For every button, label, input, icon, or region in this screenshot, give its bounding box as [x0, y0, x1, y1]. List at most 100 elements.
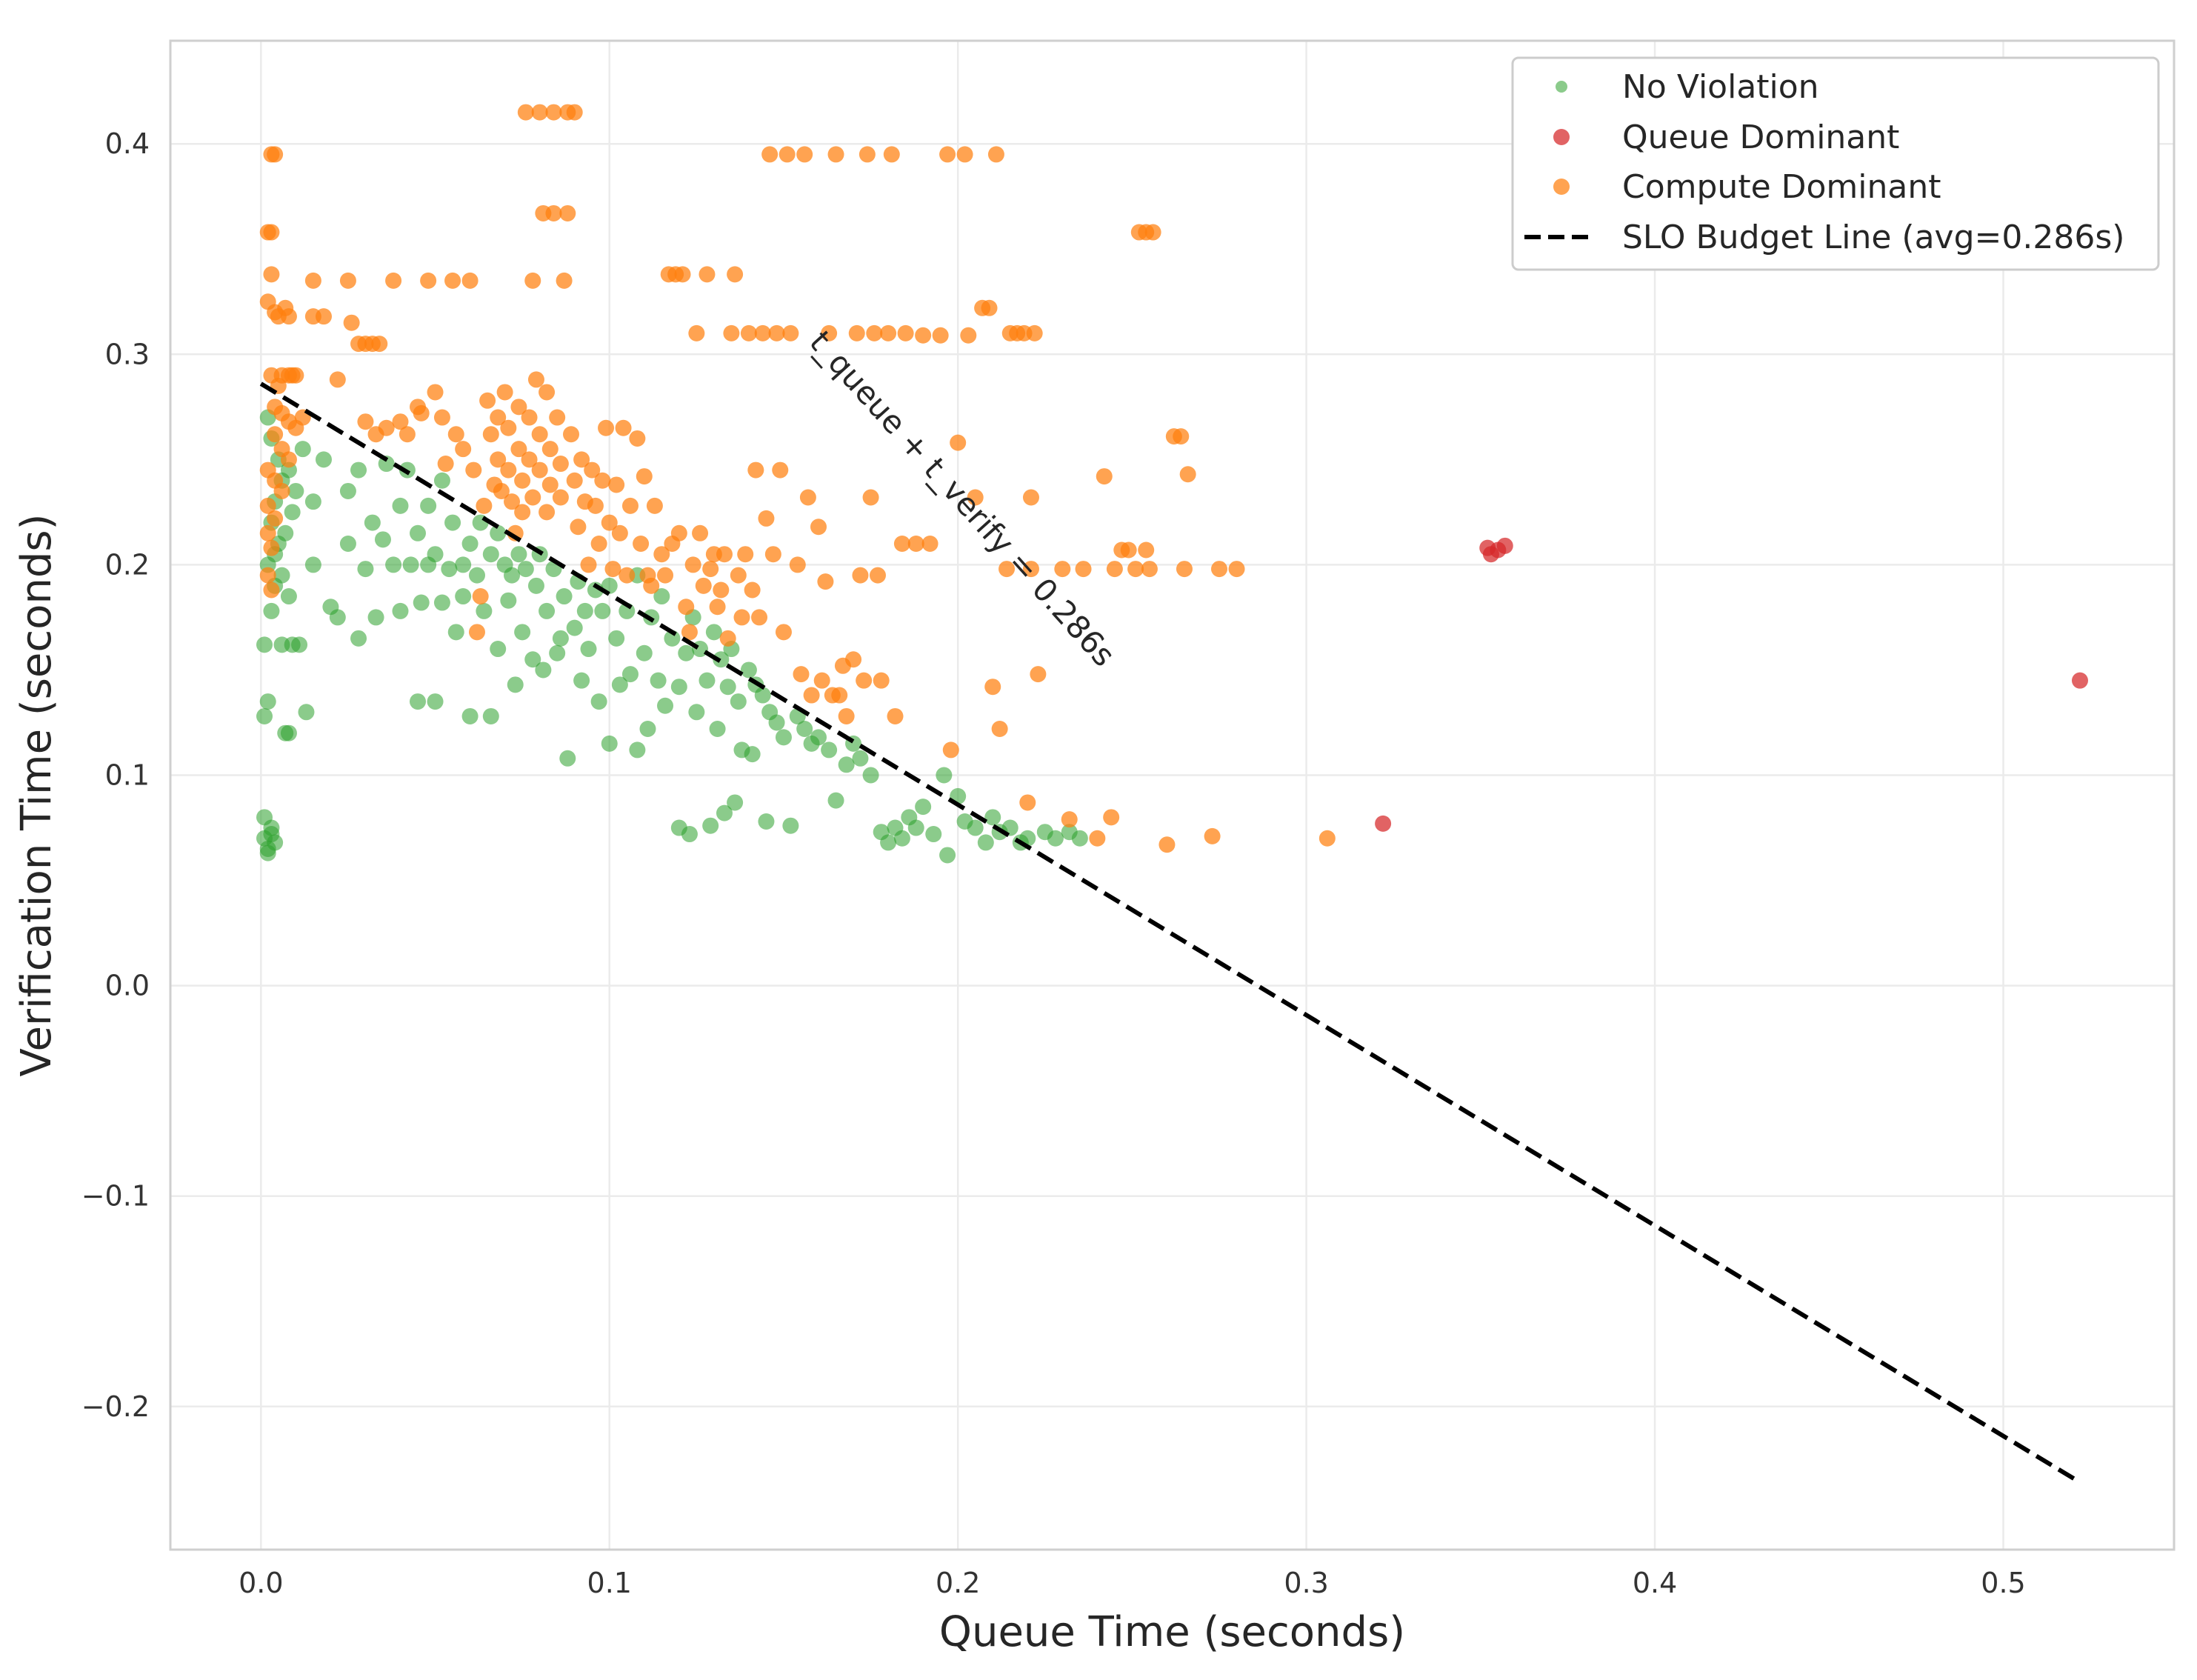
data-point — [740, 324, 757, 341]
data-point — [1071, 830, 1088, 847]
data-point — [514, 504, 531, 521]
data-point — [339, 482, 356, 499]
data-point — [782, 817, 799, 834]
data-point — [636, 468, 653, 485]
data-point — [541, 476, 559, 493]
y-tick-label: 0.1 — [105, 759, 150, 792]
data-point — [688, 704, 705, 721]
data-point — [267, 146, 284, 163]
data-point — [490, 409, 507, 426]
data-point — [482, 426, 499, 443]
data-point — [392, 413, 409, 430]
data-point — [304, 556, 321, 573]
data-point — [636, 644, 653, 661]
data-point — [1103, 809, 1120, 826]
data-point — [500, 461, 517, 479]
data-point — [723, 324, 740, 341]
data-point — [775, 624, 792, 641]
data-point — [545, 204, 562, 221]
data-point — [880, 324, 897, 341]
data-point — [873, 672, 890, 689]
data-point — [1022, 561, 1039, 578]
data-point — [1176, 561, 1193, 578]
data-point — [284, 504, 301, 521]
data-point — [263, 819, 280, 836]
data-point — [455, 556, 472, 573]
data-point — [862, 489, 879, 506]
data-point — [402, 556, 419, 573]
data-point — [517, 104, 534, 121]
data-point — [1030, 666, 1047, 683]
data-point — [447, 624, 464, 641]
data-point — [1158, 836, 1176, 853]
data-point — [556, 272, 573, 289]
data-point — [821, 741, 838, 759]
data-point — [371, 336, 388, 353]
data-point — [535, 661, 552, 679]
data-point — [521, 409, 538, 426]
data-point — [510, 399, 527, 416]
x-tick-label: 0.2 — [936, 1567, 980, 1599]
data-point — [848, 324, 865, 341]
data-point — [304, 493, 321, 510]
data-point — [427, 693, 444, 710]
data-point — [657, 567, 674, 584]
data-point — [392, 602, 409, 619]
data-point — [907, 536, 924, 552]
data-point — [803, 687, 820, 704]
data-point — [527, 371, 544, 388]
legend-label-no-violation: No Violation — [1622, 68, 1819, 106]
data-point — [598, 419, 615, 436]
data-point — [991, 721, 1008, 738]
y-tick-label: −0.1 — [81, 1180, 150, 1213]
data-point — [709, 599, 726, 616]
data-point — [643, 577, 660, 594]
data-point — [960, 327, 977, 344]
legend: No Violation Queue Dominant Compute Domi… — [1511, 56, 2160, 271]
data-point — [779, 146, 796, 163]
data-point — [566, 472, 583, 489]
legend-label-queue-dominant: Queue Dominant — [1622, 119, 1899, 156]
data-point — [1120, 541, 1137, 559]
data-point — [758, 813, 775, 830]
data-point — [702, 561, 719, 578]
legend-label-slo-line: SLO Budget Line (avg=0.286s) — [1622, 219, 2124, 256]
data-point — [280, 724, 297, 741]
data-point — [433, 594, 450, 611]
data-point — [747, 461, 764, 479]
data-point — [514, 472, 531, 489]
data-point — [433, 472, 450, 489]
data-point — [476, 497, 493, 514]
data-point — [646, 497, 663, 514]
data-point — [601, 514, 618, 531]
y-tick-label: 0.3 — [105, 338, 150, 370]
data-point — [1496, 537, 1513, 554]
data-point — [420, 497, 437, 514]
data-point — [1375, 815, 1392, 832]
data-point — [552, 630, 569, 647]
data-point — [1179, 466, 1196, 483]
data-point — [541, 441, 559, 458]
data-point — [479, 392, 496, 409]
data-point — [315, 308, 332, 325]
data-point — [1089, 830, 1106, 847]
data-point — [942, 741, 959, 759]
data-point — [727, 794, 744, 811]
data-point — [437, 456, 454, 473]
data-point — [539, 384, 556, 401]
data-point — [549, 409, 566, 426]
data-point — [573, 451, 590, 468]
data-point — [838, 756, 855, 773]
data-point — [539, 602, 556, 619]
data-point — [510, 546, 527, 563]
data-point — [580, 556, 597, 573]
data-point — [604, 561, 621, 578]
data-point — [678, 644, 695, 661]
data-point — [967, 489, 984, 506]
data-point — [594, 602, 611, 619]
data-point — [584, 461, 601, 479]
data-point — [601, 735, 618, 752]
data-point — [615, 419, 632, 436]
y-tick-label: 0.0 — [105, 970, 150, 1002]
